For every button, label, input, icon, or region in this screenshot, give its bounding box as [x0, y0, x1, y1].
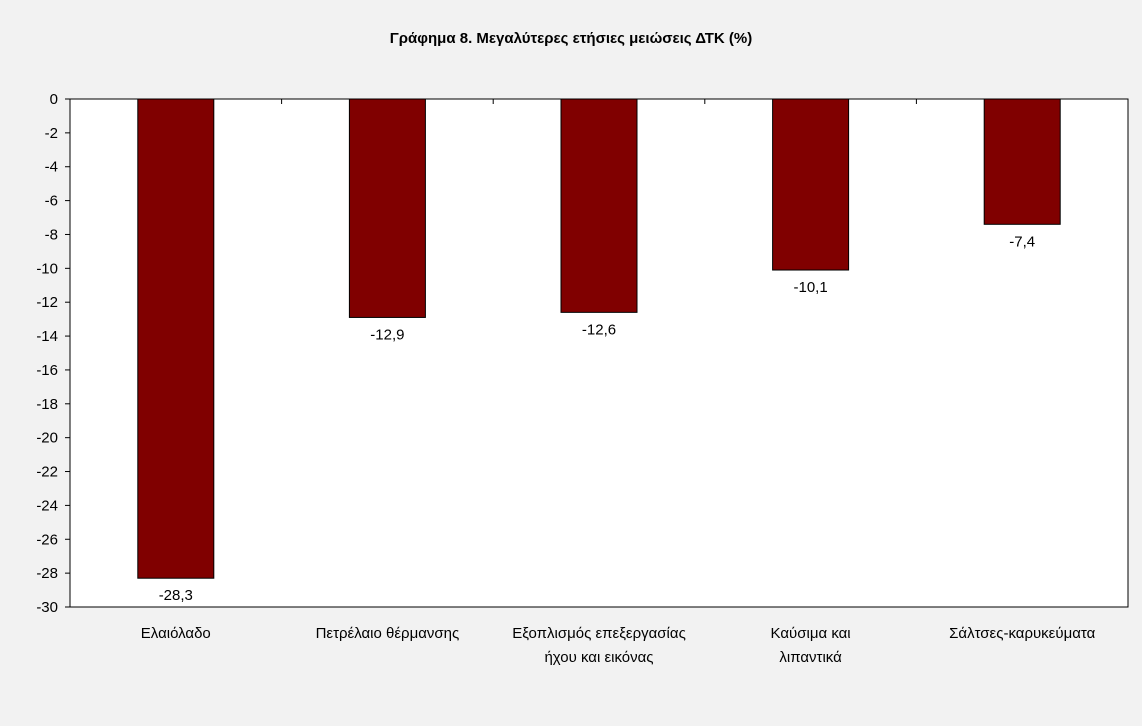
category-label: λιπαντικά [779, 649, 842, 666]
y-tick-label: -16 [36, 362, 58, 379]
bar [983, 98, 1061, 225]
category-label: Σάλτσες-καρυκεύματα [949, 625, 1095, 642]
bar [560, 98, 638, 313]
data-label: -10,1 [793, 279, 827, 296]
y-tick-label: -22 [36, 464, 58, 481]
data-label: -12,6 [582, 321, 616, 338]
y-tick-label: -26 [36, 531, 58, 548]
data-label: -12,9 [370, 326, 404, 343]
bar [348, 98, 426, 318]
y-tick-label: -30 [36, 599, 58, 616]
category-label: Ελαιόλαδο [141, 625, 211, 642]
y-tick-label: -14 [36, 328, 58, 345]
data-label: -28,3 [159, 587, 193, 604]
category-label: Καύσιμα και [771, 625, 851, 642]
data-label: -7,4 [1009, 233, 1035, 250]
y-tick-label: -2 [45, 125, 58, 142]
y-tick-label: -28 [36, 565, 58, 582]
chart-title: Γράφημα 8. Μεγαλύτερες ετήσιες μειώσεις … [389, 30, 753, 47]
y-tick-label: -8 [45, 226, 58, 243]
y-tick-label: 0 [50, 91, 58, 108]
y-tick-label: -10 [36, 260, 58, 277]
y-tick-label: -24 [36, 497, 58, 514]
y-tick-label: -12 [36, 294, 58, 311]
category-label: Πετρέλαιο θέρμανσης [316, 625, 460, 642]
bar [772, 98, 850, 271]
y-tick-label: -20 [36, 430, 58, 447]
category-label: ήχου και εικόνας [544, 649, 653, 666]
plot-border [69, 98, 1129, 608]
category-label: Εξοπλισμός επεξεργασίας [512, 625, 686, 642]
y-tick-label: -4 [45, 159, 58, 176]
y-tick-label: -18 [36, 396, 58, 413]
y-tick-label: -6 [45, 193, 58, 210]
bar [137, 98, 215, 579]
